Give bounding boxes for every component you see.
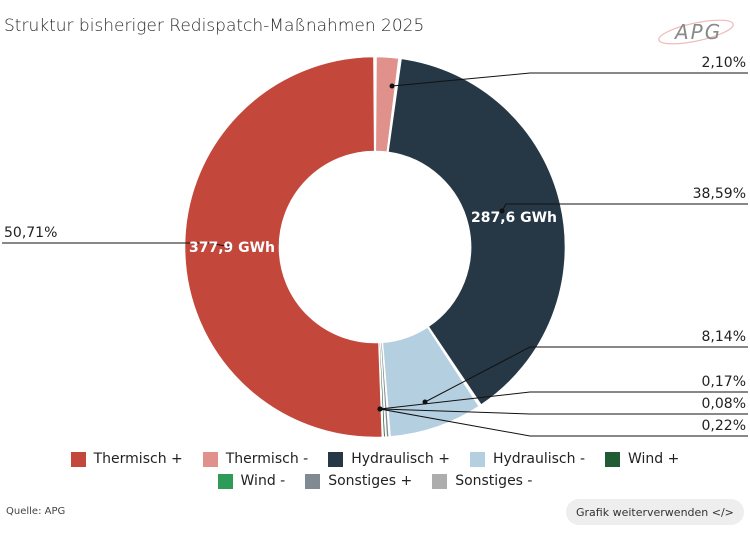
percent-label-hydraulisch-plus: 38,59% [693, 186, 746, 202]
legend-swatch [305, 473, 321, 489]
legend-swatch [432, 473, 448, 489]
percent-label-hydraulisch-minus: 8,14% [702, 329, 746, 345]
legend-item-sonstiges-plus[interactable]: Sonstiges + [305, 473, 412, 489]
apg-logo: APG [658, 19, 734, 45]
inside-label-thermisch-plus: 377,9 GWh [189, 240, 275, 256]
leader-line-hydraulisch-minus [424, 346, 748, 403]
legend-label: Thermisch - [225, 451, 309, 467]
legend-label: Wind - [240, 473, 286, 489]
legend-swatch [217, 473, 233, 489]
leader-line-sonstiges-plus [379, 408, 748, 437]
donut-chart: 2,10% 38,59% 8,14% 0,22% 0,08% 0,17% 50,71% 28… [2, 55, 748, 438]
legend-swatch [605, 451, 620, 467]
leader-line-hydraulisch-plus [501, 203, 748, 212]
legend-label: Hydraulisch + [351, 451, 450, 467]
leader-line-thermisch-plus [2, 242, 231, 248]
legend-item-thermisch-minus[interactable]: Thermisch - [202, 451, 309, 467]
slice-thermisch-minus [375, 56, 399, 153]
legend-item-hydraulisch-plus[interactable]: Hydraulisch + [328, 451, 450, 467]
legend-label: Sonstiges - [455, 473, 533, 489]
legend-item-sonstiges-minus[interactable]: Sonstiges - [432, 473, 532, 489]
leader-line-wind-plus [379, 391, 748, 410]
legend-label: Wind + [628, 451, 680, 467]
legend-swatch [202, 451, 218, 467]
inside-label-hydraulisch-plus: 287,6 GWh [471, 210, 557, 226]
slice-wind-plus [379, 342, 386, 438]
inside-labels: 287,6 GWh 377,9 GWh [189, 210, 557, 256]
slice-thermisch-plus [184, 56, 383, 438]
reuse-chart-button[interactable]: Grafik weiterverwenden </> [566, 499, 744, 525]
chart-title: Struktur bisheriger Redispatch-Maßnahmen… [4, 16, 425, 36]
source-note: Quelle: APG [6, 506, 66, 517]
legend-swatch [469, 451, 485, 467]
legend-item-wind-minus[interactable]: Wind - [217, 473, 286, 489]
leader-line-wind-minus [379, 408, 748, 415]
legend-swatch [328, 451, 344, 467]
legend-swatch [70, 451, 86, 467]
leader-line-thermisch-minus [391, 72, 748, 87]
legend-item-thermisch-plus[interactable]: Thermisch + [70, 451, 183, 467]
percent-label-wind-minus: 0,08% [702, 396, 746, 412]
chart-legend: Thermisch + Thermisch - Hydraulisch + Hydra… [0, 451, 750, 489]
legend-label: Sonstiges + [328, 473, 413, 489]
percent-labels: 2,10% 38,59% 8,14% 0,22% 0,08% 0,17% 50,71% [4, 55, 746, 434]
percent-label-sonstiges-plus: 0,22% [702, 418, 746, 434]
donut-slices [184, 56, 566, 438]
legend-label: Thermisch + [93, 451, 183, 467]
slice-hydraulisch-plus [388, 58, 566, 405]
legend-label: Hydraulisch - [492, 451, 585, 467]
slice-hydraulisch-minus [382, 327, 480, 437]
legend-item-wind-plus[interactable]: Wind + [605, 451, 679, 467]
leader-lines [2, 72, 748, 437]
svg-text:APG: APG [673, 20, 722, 44]
percent-label-thermisch-plus: 50,71% [4, 225, 57, 241]
percent-label-wind-plus: 0,17% [702, 374, 746, 390]
percent-label-thermisch-minus: 2,10% [702, 55, 746, 71]
legend-item-hydraulisch-minus[interactable]: Hydraulisch - [469, 451, 585, 467]
